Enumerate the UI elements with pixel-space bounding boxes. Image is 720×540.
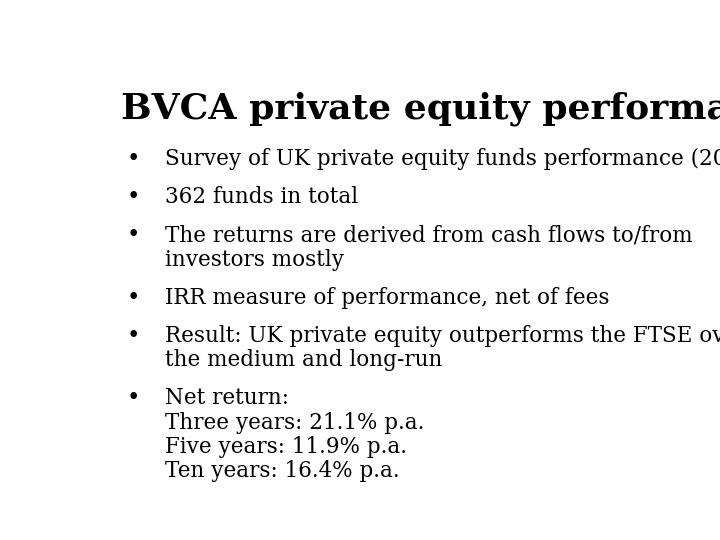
Text: 362 funds in total: 362 funds in total [166, 186, 359, 208]
Text: the medium and long-run: the medium and long-run [166, 349, 443, 371]
Text: The returns are derived from cash flows to/from: The returns are derived from cash flows … [166, 225, 693, 246]
Text: Result: UK private equity outperforms the FTSE over: Result: UK private equity outperforms th… [166, 325, 720, 347]
Text: Ten years: 16.4% p.a.: Ten years: 16.4% p.a. [166, 460, 400, 482]
Text: •: • [126, 148, 140, 170]
Text: Five years: 11.9% p.a.: Five years: 11.9% p.a. [166, 436, 408, 458]
Text: investors mostly: investors mostly [166, 248, 344, 271]
Text: •: • [126, 325, 140, 347]
Text: BVCA private equity performance survey: BVCA private equity performance survey [121, 92, 720, 126]
Text: IRR measure of performance, net of fees: IRR measure of performance, net of fees [166, 287, 610, 309]
Text: Three years: 21.1% p.a.: Three years: 21.1% p.a. [166, 411, 425, 434]
Text: Net return:: Net return: [166, 388, 289, 409]
Text: •: • [126, 225, 140, 246]
Text: •: • [126, 388, 140, 409]
Text: Survey of UK private equity funds performance (2005): Survey of UK private equity funds perfor… [166, 148, 720, 170]
Text: •: • [126, 186, 140, 208]
Text: •: • [126, 287, 140, 309]
